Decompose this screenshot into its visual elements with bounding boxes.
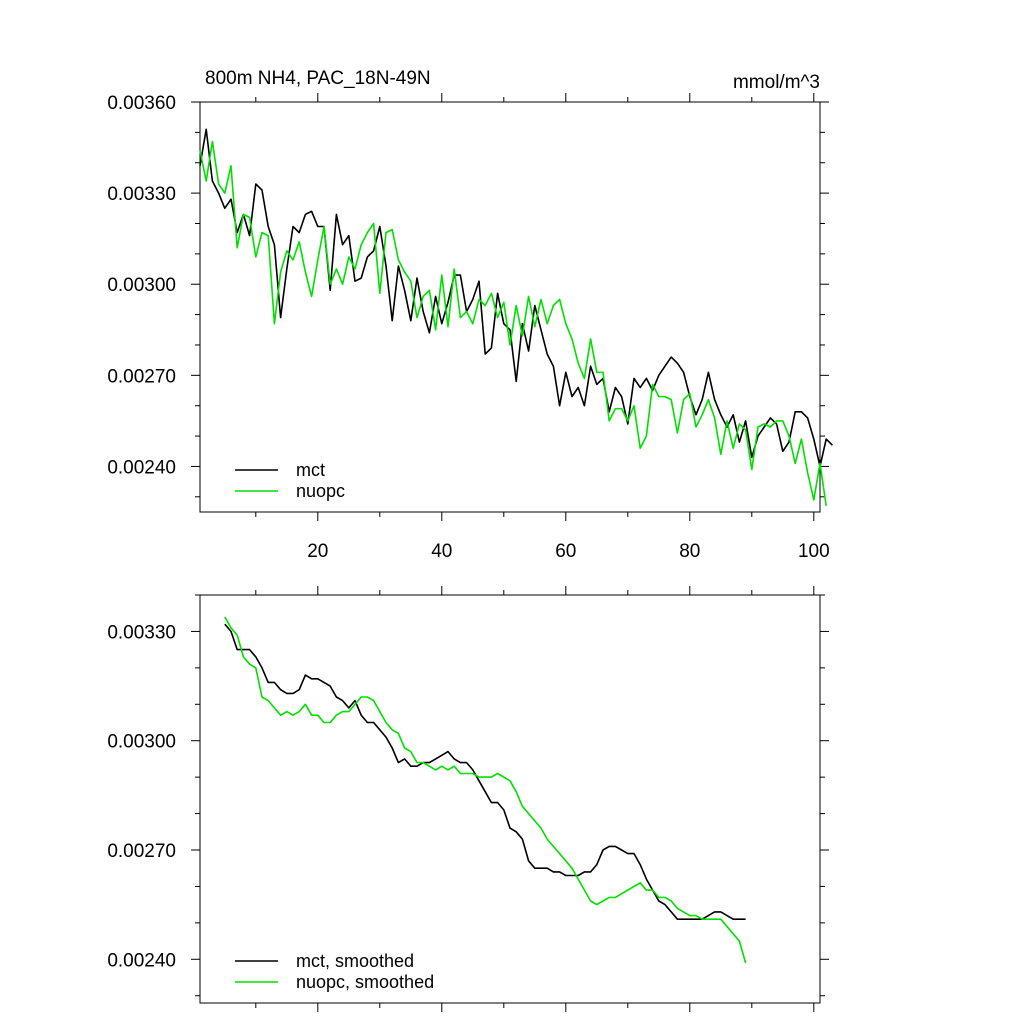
x-tick-label: 20 xyxy=(307,541,328,562)
y-tick-label: 0.00240 xyxy=(107,950,176,971)
legend-label: nuopc, smoothed xyxy=(296,972,434,992)
y-tick-label: 0.00300 xyxy=(107,275,176,296)
x-tick-label: 80 xyxy=(679,541,700,562)
plot-frame xyxy=(199,101,821,513)
y-tick-label: 0.00330 xyxy=(107,622,176,643)
plot-frame xyxy=(199,594,821,1004)
legend-label: nuopc xyxy=(296,481,345,501)
y-tick-label: 0.00300 xyxy=(107,732,176,753)
series-line-mct xyxy=(199,128,833,468)
top-chart: 20 40 60 80 100 0.00240 0.00270 0.00300 0.00330 0… xyxy=(107,68,833,562)
series-line-nuopc xyxy=(224,616,747,964)
chart-title: 800m NH4, PAC_18N-49N xyxy=(205,68,431,89)
y-tick-label: 0.00270 xyxy=(107,366,176,387)
series-line-nuopc xyxy=(199,140,827,507)
y-tick-label: 0.00240 xyxy=(107,457,176,478)
y-tick-label: 0.00330 xyxy=(107,184,176,205)
y-tick-label: 0.00360 xyxy=(107,93,176,114)
bottom-chart: 0.00240 0.00270 0.00300 0.00330 mct, smoothe… xyxy=(107,586,829,1012)
x-tick-label: 60 xyxy=(555,541,576,562)
x-tick-label: 40 xyxy=(431,541,452,562)
legend-label: mct xyxy=(296,460,325,480)
legend-label: mct, smoothed xyxy=(296,951,414,971)
units-label: mmol/m^3 xyxy=(733,72,820,93)
x-tick-label: 100 xyxy=(798,541,830,562)
y-tick-label: 0.00270 xyxy=(107,841,176,862)
series-line-mct xyxy=(224,623,746,921)
